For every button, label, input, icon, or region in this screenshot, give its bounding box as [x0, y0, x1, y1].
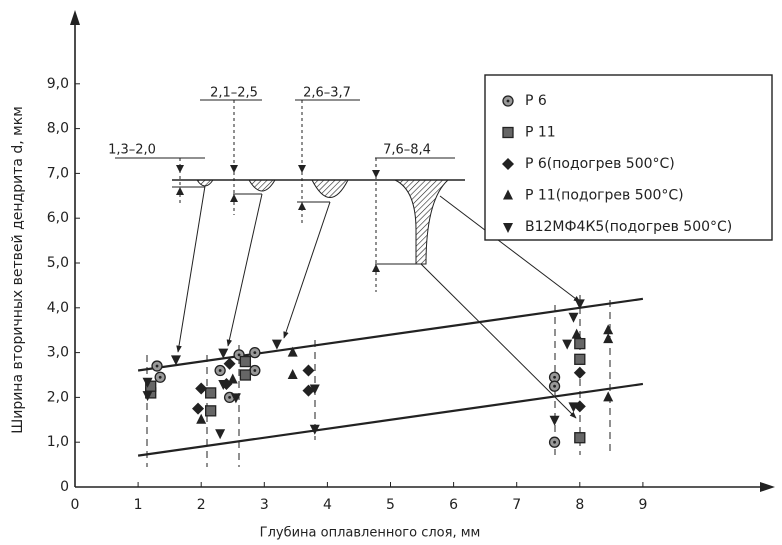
y-tick-label: 2,0 — [47, 389, 69, 405]
marker — [568, 312, 579, 323]
marker — [218, 379, 229, 390]
marker-dot — [218, 369, 222, 372]
marker — [309, 424, 320, 435]
marker — [549, 415, 560, 426]
x-tick-label: 5 — [386, 497, 395, 513]
x-axis-label: Глубина оплавленного слоя, мм — [260, 526, 481, 541]
marker — [154, 371, 166, 383]
marker-dot — [237, 353, 241, 357]
marker — [151, 360, 163, 372]
marker-dot — [253, 369, 257, 372]
marker — [215, 429, 226, 440]
y-tick-label: 5,0 — [47, 255, 69, 271]
marker — [249, 364, 261, 377]
marker — [227, 373, 238, 384]
melt-profiles — [115, 99, 581, 419]
trend-line — [137, 382, 644, 457]
marker — [142, 377, 153, 388]
y-tick-label: 9,0 — [47, 76, 69, 92]
legend-label: Р 11(подогрев 500°С) — [525, 188, 684, 204]
y-tick-label: 7,0 — [47, 165, 69, 181]
y-tick-label: 8,0 — [47, 121, 69, 137]
marker — [142, 391, 153, 402]
marker — [287, 346, 298, 357]
marker — [192, 402, 205, 415]
marker — [205, 405, 217, 417]
x-arrow — [760, 482, 775, 492]
marker-dot — [506, 99, 510, 103]
marker — [573, 366, 586, 379]
x-tick-label: 0 — [71, 497, 80, 513]
marker — [574, 353, 586, 365]
marker — [562, 339, 573, 350]
legend-label: В12МФ4К5(подогрев 500°С) — [525, 219, 732, 235]
legend-marker — [502, 158, 514, 170]
y-tick-label: 3,0 — [47, 345, 69, 361]
x-tick-label: 9 — [638, 497, 647, 513]
legend-marker — [503, 223, 513, 233]
legend-marker — [502, 95, 514, 107]
marker-dot — [158, 375, 162, 379]
marker-dot — [553, 440, 556, 444]
marker — [195, 382, 208, 395]
marker — [205, 387, 217, 399]
marker — [214, 364, 226, 377]
x-tick-label: 1 — [134, 497, 143, 513]
marker — [571, 328, 582, 339]
trend-line — [137, 297, 644, 372]
marker-dot — [553, 384, 556, 388]
marker — [548, 436, 561, 448]
marker — [603, 333, 614, 344]
y-tick-label: 1,0 — [47, 434, 69, 450]
y-tick-label: 0 — [60, 479, 69, 495]
marker — [239, 355, 252, 368]
marker — [230, 393, 241, 404]
marker — [218, 348, 229, 359]
x-tick-label: 4 — [323, 497, 332, 513]
annotation: 2,1–2,5 — [210, 86, 258, 101]
x-tick-label: 2 — [197, 497, 206, 513]
marker — [196, 413, 207, 424]
marker — [574, 337, 586, 350]
x-tick-label: 3 — [260, 497, 269, 513]
marker — [249, 346, 261, 359]
marker — [548, 380, 561, 392]
marker — [287, 369, 298, 379]
x-tick-label: 6 — [449, 497, 458, 513]
y-tick-label: 4,0 — [47, 300, 69, 316]
legend-marker — [503, 189, 513, 200]
legend-label: Р 6(подогрев 500°С) — [525, 156, 675, 172]
legend-box — [484, 74, 773, 241]
marker — [271, 339, 282, 350]
marker — [574, 299, 585, 310]
range-lines — [146, 295, 611, 467]
marker — [568, 402, 579, 413]
legend-label: Р 11 — [525, 125, 556, 141]
y-axis-label: Ширина вторичных ветвей дендрита d, мкм — [10, 106, 26, 434]
annotation: 7,6–8,4 — [383, 143, 431, 158]
marker-dot — [228, 396, 231, 399]
marker — [170, 355, 181, 366]
marker — [574, 432, 586, 444]
annotation: 2,6–3,7 — [303, 86, 351, 101]
marker-dot — [253, 351, 257, 354]
marker — [223, 357, 236, 370]
marker — [603, 324, 614, 335]
legend-marker — [502, 126, 514, 139]
marker — [302, 364, 315, 377]
annotation: 1,3–2,0 — [108, 143, 156, 158]
legend-label: Р 6 — [525, 93, 547, 109]
marker — [239, 369, 252, 381]
y-arrow — [70, 10, 80, 25]
marker-dot — [155, 364, 159, 368]
y-tick-label: 6,0 — [47, 210, 69, 226]
x-tick-label: 7 — [512, 497, 521, 513]
x-tick-label: 8 — [575, 497, 584, 513]
marker — [603, 391, 614, 402]
marker — [309, 384, 320, 395]
marker-dot — [553, 375, 556, 379]
